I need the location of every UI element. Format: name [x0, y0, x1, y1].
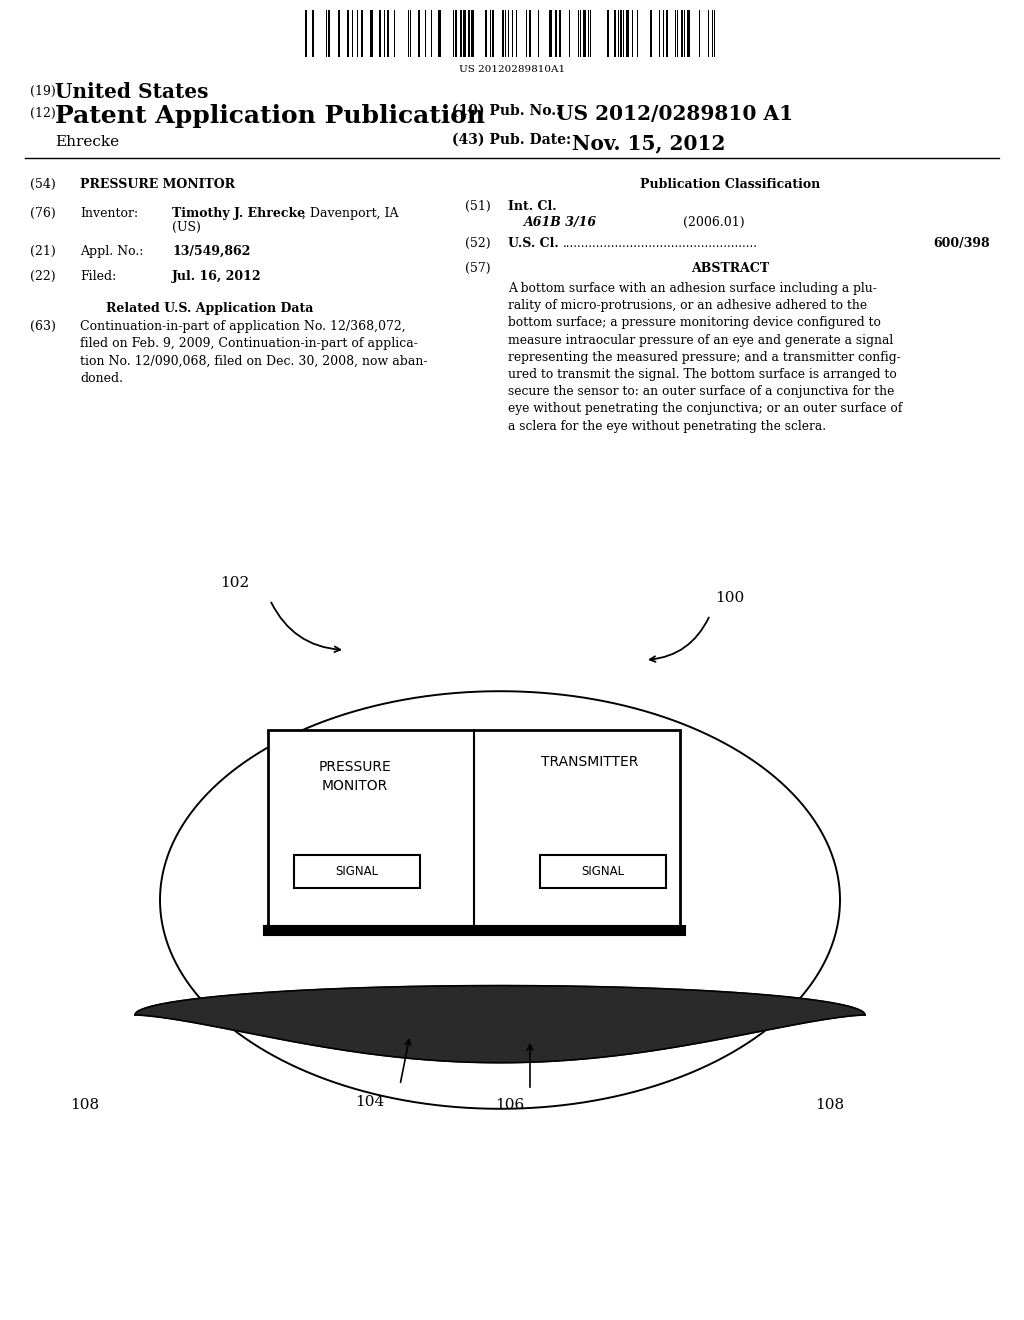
Text: U.S. Cl.: U.S. Cl. — [508, 238, 559, 249]
Text: 600/398: 600/398 — [933, 238, 990, 249]
Bar — [312, 11, 314, 57]
Text: 108: 108 — [71, 1098, 99, 1111]
Bar — [485, 11, 487, 57]
Text: (21): (21) — [30, 246, 55, 257]
Text: SIGNAL: SIGNAL — [336, 865, 379, 878]
Bar — [361, 11, 362, 57]
Text: (10) Pub. No.:: (10) Pub. No.: — [452, 104, 561, 117]
Text: US 2012/0289810 A1: US 2012/0289810 A1 — [556, 104, 794, 124]
Text: (US): (US) — [172, 220, 201, 234]
Text: , Davenport, IA: , Davenport, IA — [302, 207, 398, 220]
Text: 106: 106 — [496, 1098, 524, 1111]
Text: ....................................................: ........................................… — [563, 238, 758, 249]
Bar — [294, 855, 420, 888]
Text: Publication Classification: Publication Classification — [640, 178, 820, 191]
Bar — [328, 11, 330, 57]
Text: PRESSURE
MONITOR: PRESSURE MONITOR — [318, 760, 391, 793]
Text: A61B 3/16: A61B 3/16 — [524, 216, 597, 228]
Text: 108: 108 — [815, 1098, 845, 1111]
Text: 102: 102 — [220, 576, 249, 590]
Text: Jul. 16, 2012: Jul. 16, 2012 — [172, 271, 261, 282]
Bar — [460, 11, 462, 57]
Text: (54): (54) — [30, 178, 55, 191]
Text: SIGNAL: SIGNAL — [582, 865, 625, 878]
Bar — [305, 11, 307, 57]
Text: TRANSMITTER: TRANSMITTER — [542, 755, 639, 770]
Bar — [540, 855, 666, 888]
Text: (2006.01): (2006.01) — [683, 216, 744, 228]
Text: Filed:: Filed: — [80, 271, 117, 282]
Bar — [463, 11, 466, 57]
Bar — [492, 11, 494, 57]
Bar — [370, 11, 373, 57]
Text: Int. Cl.: Int. Cl. — [508, 201, 557, 213]
Text: Ehrecke: Ehrecke — [55, 135, 119, 149]
Bar — [438, 11, 441, 57]
Text: Nov. 15, 2012: Nov. 15, 2012 — [572, 133, 725, 153]
Bar — [681, 11, 683, 57]
Text: Inventor:: Inventor: — [80, 207, 138, 220]
Bar — [471, 11, 474, 57]
Text: Patent Application Publication: Patent Application Publication — [55, 104, 485, 128]
Bar — [559, 11, 561, 57]
Bar — [502, 11, 504, 57]
Text: (63): (63) — [30, 319, 56, 333]
Text: (76): (76) — [30, 207, 55, 220]
Text: (43) Pub. Date:: (43) Pub. Date: — [452, 133, 571, 147]
Text: (19): (19) — [30, 84, 55, 98]
Text: Related U.S. Application Data: Related U.S. Application Data — [106, 302, 313, 315]
Bar — [268, 730, 680, 931]
Bar — [379, 11, 381, 57]
Bar — [468, 11, 470, 57]
Bar — [583, 11, 586, 57]
Bar — [626, 11, 629, 57]
Text: ABSTRACT: ABSTRACT — [691, 261, 769, 275]
Text: 13/549,862: 13/549,862 — [172, 246, 251, 257]
Text: (52): (52) — [465, 238, 490, 249]
Text: (51): (51) — [465, 201, 490, 213]
Bar — [418, 11, 420, 57]
Text: 100: 100 — [715, 591, 744, 605]
Text: (12): (12) — [30, 107, 55, 120]
Bar — [620, 11, 622, 57]
Bar — [338, 11, 340, 57]
Text: PRESSURE MONITOR: PRESSURE MONITOR — [80, 178, 234, 191]
Bar — [614, 11, 616, 57]
Bar — [650, 11, 652, 57]
Bar — [607, 11, 609, 57]
Text: (57): (57) — [465, 261, 490, 275]
Bar — [666, 11, 668, 57]
Text: 104: 104 — [355, 1096, 385, 1109]
Bar — [555, 11, 557, 57]
Text: (22): (22) — [30, 271, 55, 282]
Bar — [455, 11, 457, 57]
Text: United States: United States — [55, 82, 209, 102]
Text: Appl. No.:: Appl. No.: — [80, 246, 143, 257]
Bar — [687, 11, 690, 57]
Text: US 20120289810A1: US 20120289810A1 — [459, 65, 565, 74]
Polygon shape — [135, 986, 865, 1063]
Text: Timothy J. Ehrecke: Timothy J. Ehrecke — [172, 207, 305, 220]
Bar — [529, 11, 531, 57]
Text: Continuation-in-part of application No. 12/368,072,
filed on Feb. 9, 2009, Conti: Continuation-in-part of application No. … — [80, 319, 427, 385]
Bar — [549, 11, 552, 57]
Bar — [387, 11, 389, 57]
Text: A bottom surface with an adhesion surface including a plu-
rality of micro-protr: A bottom surface with an adhesion surfac… — [508, 282, 902, 433]
Bar — [347, 11, 349, 57]
